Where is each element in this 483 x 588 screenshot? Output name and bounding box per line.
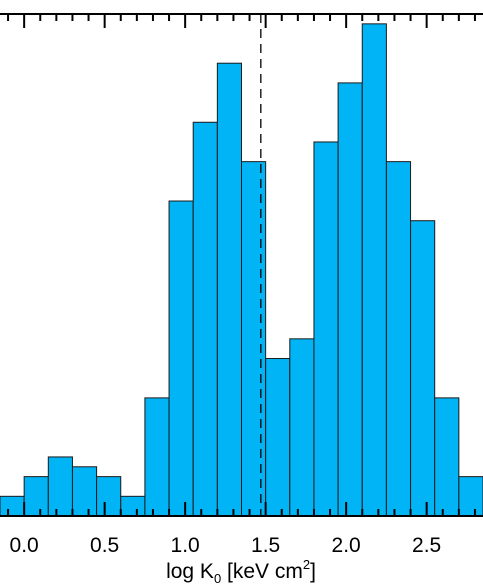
histogram-bar-15 xyxy=(362,24,386,516)
histogram-bar-1 xyxy=(24,477,48,516)
histogram-bar-16 xyxy=(386,162,410,516)
histogram-bars xyxy=(0,24,483,516)
x-axis-label-suffix: ] xyxy=(310,560,316,583)
x-axis-label: log K0 [keV cm2] xyxy=(166,557,316,586)
histogram-bar-2 xyxy=(48,457,72,516)
histogram-bar-10 xyxy=(242,162,266,516)
histogram-bar-5 xyxy=(121,496,145,516)
histogram-bar-19 xyxy=(459,477,483,516)
histogram-bar-11 xyxy=(266,359,290,516)
x-axis-label-superscript: 2 xyxy=(303,557,310,572)
histogram-bar-18 xyxy=(435,398,459,516)
histogram-bar-0 xyxy=(0,496,24,516)
x-tick-labels: 0.0 0.5 1.0 1.5 2.0 2.5 xyxy=(10,534,442,557)
histogram-bar-12 xyxy=(290,339,314,516)
x-tick-label: 1.5 xyxy=(251,534,280,557)
x-axis-label-prefix: log K xyxy=(166,560,214,583)
histogram-bar-9 xyxy=(217,63,241,516)
x-axis-label-subscript: 0 xyxy=(214,571,221,586)
histogram-bar-7 xyxy=(169,201,193,516)
x-tick-label: 2.5 xyxy=(412,534,441,557)
histogram-bar-4 xyxy=(97,477,121,516)
histogram-bar-13 xyxy=(314,142,338,516)
histogram-bar-14 xyxy=(338,83,362,516)
x-tick-label: 0.5 xyxy=(90,534,119,557)
x-tick-label: 0.0 xyxy=(10,534,39,557)
x-axis-label-middle: [keV cm xyxy=(221,560,303,583)
x-tick-label: 2.0 xyxy=(332,534,361,557)
histogram-bar-17 xyxy=(411,221,435,516)
histogram-bar-6 xyxy=(145,398,169,516)
x-tick-label: 1.0 xyxy=(171,534,200,557)
histogram-bar-3 xyxy=(72,467,96,516)
histogram-bar-8 xyxy=(193,122,217,516)
